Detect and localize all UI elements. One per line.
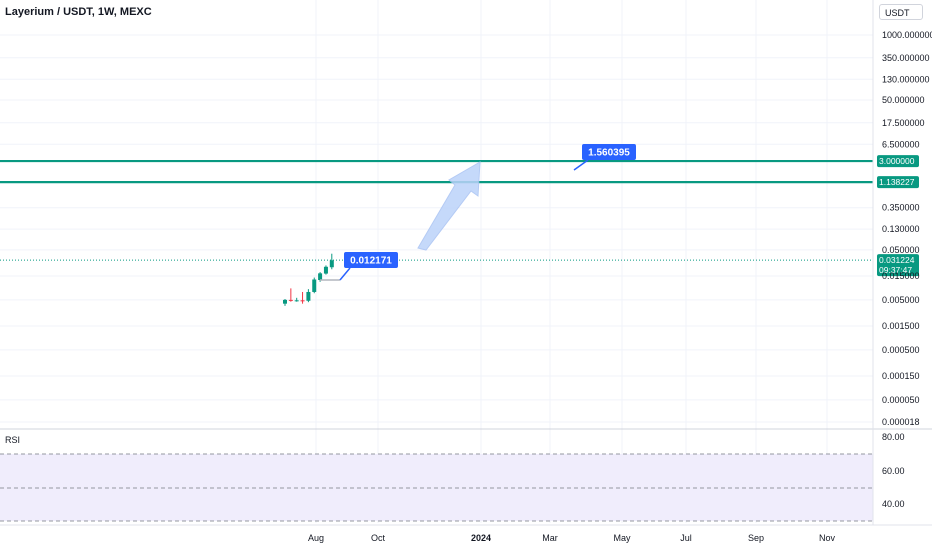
x-tick-label: Jul	[680, 533, 692, 543]
y-tick-label: 0.000500	[882, 345, 920, 355]
rsi-tick-label: 80.00	[882, 432, 905, 442]
y-tick-label: 350.000000	[882, 53, 930, 63]
x-tick-label: Oct	[371, 533, 386, 543]
candle-body	[318, 273, 323, 281]
level-price-tag	[877, 176, 919, 189]
rsi-tick-label: 40.00	[882, 499, 905, 509]
candle-body	[300, 300, 305, 302]
callout-box	[344, 252, 398, 268]
y-tick-label: 0.000150	[882, 371, 920, 381]
y-tick-label: 0.015000	[882, 271, 920, 281]
candle-body	[306, 291, 311, 301]
candle-body	[288, 299, 293, 301]
y-tick-label: 0.130000	[882, 224, 920, 234]
y-tick-label: 0.000050	[882, 395, 920, 405]
countdown-label: 09:37:47	[879, 265, 912, 275]
level-price-tag	[877, 155, 919, 168]
y-tick-label: 17.500000	[882, 118, 925, 128]
level-price-label: 3.000000	[879, 156, 915, 166]
callouts: 0.012171 1.560395	[339, 144, 636, 281]
callout-pointer	[339, 267, 351, 281]
x-tick-label: Nov	[819, 533, 836, 543]
x-tick-label: 2024	[471, 533, 491, 543]
candle-body	[294, 300, 299, 302]
y-tick-label: 1000.000000	[882, 30, 932, 40]
x-tick-label: Sep	[748, 533, 764, 543]
last-price-label: 0.031224	[879, 255, 915, 265]
rsi-tick-label: 60.00	[882, 466, 905, 476]
candles	[283, 253, 340, 306]
y-tick-label: 130.000000	[882, 74, 930, 84]
rsi-label: RSI	[5, 435, 21, 445]
x-tick-label: May	[613, 533, 631, 543]
x-tick-label: Aug	[308, 533, 324, 543]
y-tick-label: 0.350000	[882, 203, 920, 213]
projection-arrow	[417, 161, 481, 251]
chart-title: Layerium / USDT, 1W, MEXC	[5, 6, 152, 18]
callout-box	[582, 144, 636, 160]
candle-body	[312, 279, 317, 292]
projection-arrow-shape	[417, 161, 481, 251]
y-tick-label: 0.000018	[882, 417, 920, 427]
callout-label: 0.012171	[350, 256, 392, 267]
candle-body	[329, 260, 334, 268]
last-price-tag	[877, 254, 919, 277]
rsi-pane	[0, 428, 932, 522]
callout-label: 1.560395	[588, 148, 630, 159]
y-tick-label: 0.050000	[882, 245, 920, 255]
y-tick-label: 0.001500	[882, 321, 920, 331]
candle-body	[283, 299, 287, 304]
y-tick-label: 0.005000	[882, 295, 920, 305]
x-tick-label: Mar	[542, 533, 558, 543]
y-tick-label: 50.000000	[882, 95, 925, 105]
callout-pointer	[573, 159, 589, 171]
grid-lines	[0, 0, 873, 523]
level-price-label: 1.138227	[879, 177, 915, 187]
currency-button[interactable]: USDT	[879, 4, 923, 20]
candle-body	[323, 266, 328, 274]
y-tick-label: 6.500000	[882, 139, 920, 149]
